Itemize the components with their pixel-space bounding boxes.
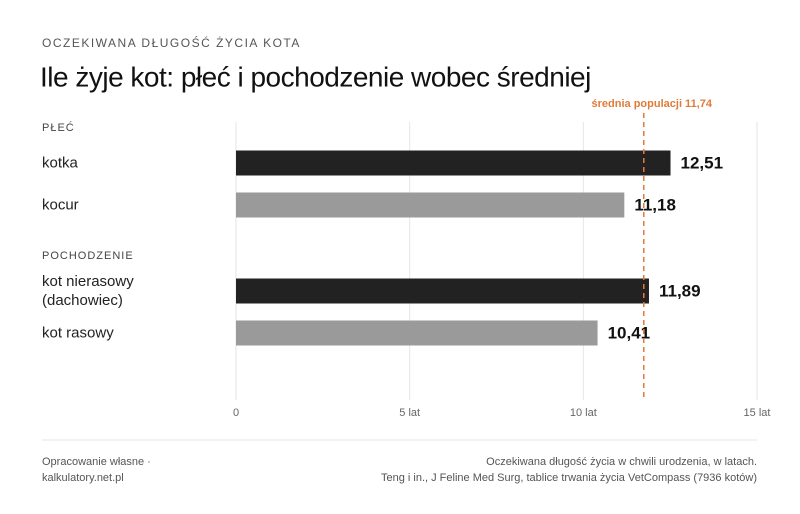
footer-right: Oczekiwana długość życia w chwili urodze… <box>486 456 757 468</box>
group-label: PŁEĆ <box>42 121 75 134</box>
value-label: 10,41 <box>608 323 651 342</box>
bar <box>236 192 625 218</box>
footer-left: Opracowanie własne · <box>42 456 151 468</box>
group-label: POCHODZENIE <box>42 250 134 262</box>
bar <box>236 320 598 346</box>
footer-right: Teng i in., J Feline Med Surg, tablice t… <box>381 472 757 484</box>
x-tick-label: 10 lat <box>570 407 597 419</box>
value-label: 11,18 <box>634 195 676 214</box>
bar <box>236 150 671 176</box>
x-tick-label: 15 lat <box>744 407 771 419</box>
bar <box>236 278 649 304</box>
category-label: kotka <box>42 154 78 172</box>
chart-title: Ile żyje kot: płeć i pochodzenie wobec ś… <box>40 61 591 92</box>
category-label: kot rasowy <box>42 324 114 342</box>
value-label: 12,51 <box>681 153 724 172</box>
x-tick-label: 0 <box>233 407 239 419</box>
supertitle: OCZEKIWANA DŁUGOŚĆ ŻYCIA KOTA <box>42 35 301 50</box>
footer-left: kalkulatory.net.pl <box>42 472 124 484</box>
x-tick-label: 5 lat <box>399 407 420 419</box>
value-label: 11,89 <box>659 281 701 300</box>
category-label: kot nierasowy (dachowiec) <box>42 273 134 309</box>
reference-label: średnia populacji 11,74 <box>592 98 713 110</box>
category-label: kocur <box>42 196 79 214</box>
